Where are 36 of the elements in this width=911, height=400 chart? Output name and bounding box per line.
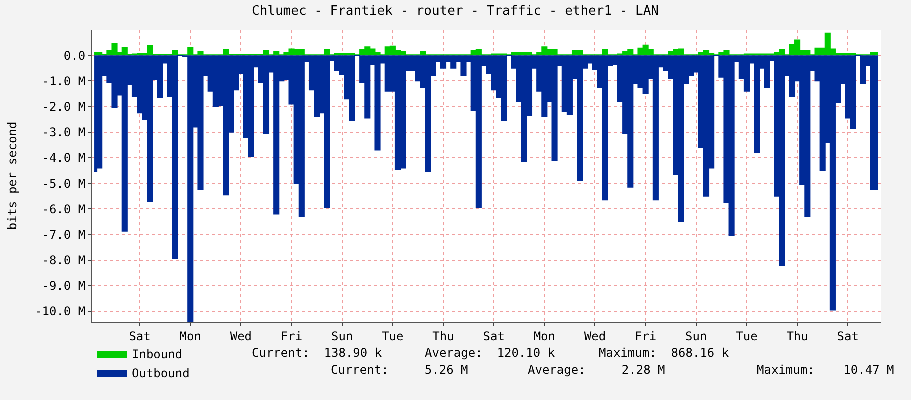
x-tick-label: Tue (382, 329, 404, 344)
y-tick-label: -7.0 M (42, 228, 86, 242)
y-tick-label: -10.0 M (35, 304, 86, 319)
text: Current: 5.26 M (331, 363, 468, 377)
y-tick-label: -5.0 M (42, 176, 86, 191)
text: Average: 120.10 k (425, 346, 556, 360)
x-tick-label: Mon (534, 329, 556, 344)
y-tick-label: -9.0 M (42, 279, 86, 294)
x-tick-label: Wed (584, 329, 606, 344)
x-tick-label: Fri (634, 329, 657, 344)
y-tick-label: -8.0 M (42, 254, 86, 268)
text: Current: 138.90 k (252, 346, 383, 360)
x-tick-label: Thu (786, 329, 808, 344)
y-tick-label: -1.0 M (42, 74, 86, 88)
x-tick-label: Sun (686, 329, 708, 344)
x-tick-label: Sat (483, 329, 505, 344)
chart-title: Chlumec - Frantiek - router - Traffic - ether1 - LAN (252, 4, 659, 20)
x-tick-label: Tue (736, 329, 758, 344)
legend-label: Outbound (132, 366, 190, 381)
legend-label: Inbound (132, 348, 183, 362)
y-tick-label: -6.0 M (42, 202, 86, 216)
x-tick-label: Sun (332, 329, 354, 344)
x-tick-label: Sat (129, 329, 151, 344)
x-tick-label: Mon (180, 329, 202, 344)
x-tick-label: Thu (432, 329, 454, 344)
text: Maximum: 10.47 M (757, 363, 894, 377)
text: Maximum: 868.16 k (599, 346, 730, 360)
y-tick-label: 0.0 (64, 48, 86, 63)
x-tick-label: Sat (837, 329, 859, 344)
y-tick-label: -4.0 M (42, 151, 86, 166)
x-tick-label: Wed (230, 329, 252, 344)
x-tick-label: Fri (280, 329, 303, 344)
y-tick-label: -2.0 M (42, 100, 86, 114)
y-tick-label: -3.0 M (42, 126, 86, 140)
text: Average: 2.28 M (528, 363, 666, 377)
y-axis-title: bits per second (5, 122, 20, 230)
